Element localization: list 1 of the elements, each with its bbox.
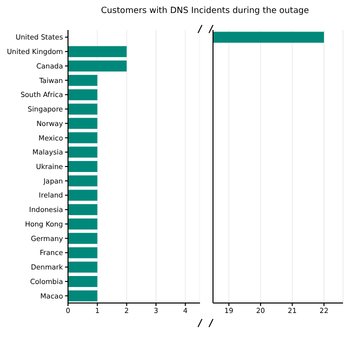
chart-title: Customers with DNS Incidents during the outage [100,6,310,16]
